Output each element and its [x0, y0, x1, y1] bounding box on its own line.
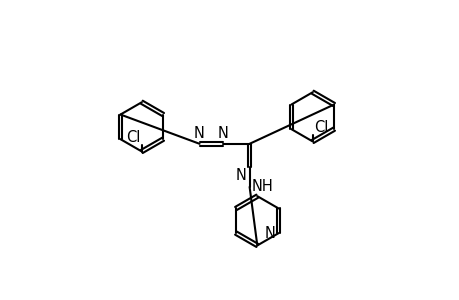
Text: N: N — [264, 226, 275, 241]
Text: NH: NH — [252, 179, 273, 194]
Text: N: N — [235, 168, 246, 183]
Text: Cl: Cl — [126, 130, 140, 145]
Text: N: N — [194, 127, 205, 142]
Text: Cl: Cl — [313, 120, 328, 135]
Text: N: N — [217, 127, 228, 142]
